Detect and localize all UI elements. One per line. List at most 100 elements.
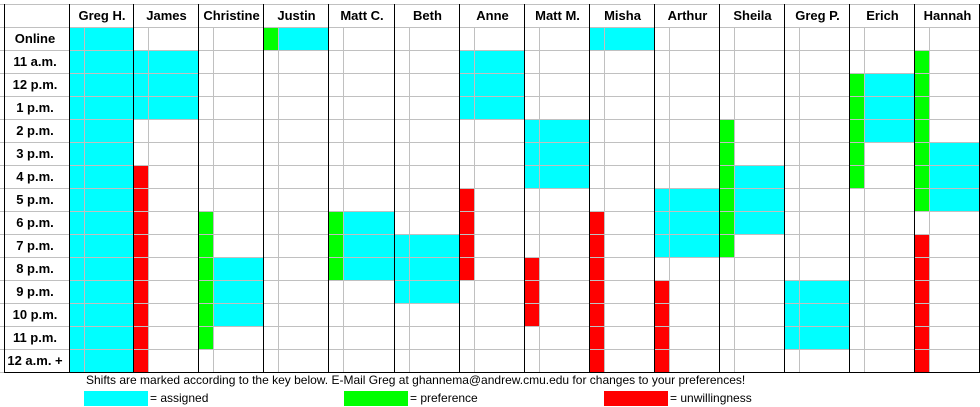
assigned-cell[interactable] [134, 96, 199, 119]
assigned-cell[interactable] [70, 188, 134, 211]
unwillingness-cell[interactable] [590, 211, 605, 234]
unwillingness-cell[interactable] [590, 326, 605, 349]
preference-cell[interactable] [850, 165, 865, 188]
assigned-cell[interactable] [930, 142, 980, 165]
preference-cell[interactable] [199, 257, 214, 280]
unwillingness-cell[interactable] [134, 165, 149, 188]
unwillingness-cell[interactable] [134, 188, 149, 211]
unwillingness-cell[interactable] [460, 211, 475, 234]
assigned-cell[interactable] [930, 188, 980, 211]
preference-cell[interactable] [720, 119, 735, 142]
unwillingness-cell[interactable] [590, 280, 605, 303]
column-header[interactable]: Matt M. [535, 8, 580, 23]
assigned-cell[interactable] [70, 27, 134, 50]
unwillingness-cell[interactable] [915, 303, 930, 326]
preference-cell[interactable] [720, 234, 735, 257]
unwillingness-cell[interactable] [460, 234, 475, 257]
preference-cell[interactable] [720, 165, 735, 188]
unwillingness-cell[interactable] [525, 257, 540, 280]
preference-cell[interactable] [199, 234, 214, 257]
unwillingness-cell[interactable] [134, 303, 149, 326]
column-header[interactable]: Beth [413, 8, 442, 23]
unwillingness-cell[interactable] [655, 280, 670, 303]
assigned-cell[interactable] [930, 165, 980, 188]
column-header[interactable]: Greg P. [795, 8, 840, 23]
preference-cell[interactable] [720, 211, 735, 234]
unwillingness-cell[interactable] [915, 349, 930, 372]
preference-cell[interactable] [915, 119, 930, 142]
preference-cell[interactable] [199, 211, 214, 234]
assigned-cell[interactable] [70, 211, 134, 234]
unwillingness-cell[interactable] [590, 257, 605, 280]
unwillingness-cell[interactable] [134, 349, 149, 372]
column-header[interactable]: Justin [277, 8, 316, 23]
assigned-cell[interactable] [70, 96, 134, 119]
preference-cell[interactable] [720, 142, 735, 165]
assigned-cell[interactable] [785, 303, 850, 326]
column-header[interactable]: Erich [866, 8, 899, 23]
unwillingness-cell[interactable] [525, 280, 540, 303]
column-header[interactable]: Matt C. [340, 8, 384, 23]
preference-cell[interactable] [329, 257, 344, 280]
assigned-cell[interactable] [460, 73, 525, 96]
preference-cell[interactable] [915, 73, 930, 96]
unwillingness-cell[interactable] [134, 257, 149, 280]
assigned-cell[interactable] [655, 234, 720, 257]
preference-cell[interactable] [915, 165, 930, 188]
unwillingness-cell[interactable] [590, 303, 605, 326]
unwillingness-cell[interactable] [590, 349, 605, 372]
assigned-cell[interactable] [70, 165, 134, 188]
column-header[interactable]: Misha [604, 8, 641, 23]
assigned-cell[interactable] [214, 280, 264, 303]
unwillingness-cell[interactable] [460, 257, 475, 280]
preference-cell[interactable] [915, 96, 930, 119]
preference-cell[interactable] [199, 280, 214, 303]
unwillingness-cell[interactable] [655, 326, 670, 349]
assigned-cell[interactable] [70, 326, 134, 349]
unwillingness-cell[interactable] [460, 188, 475, 211]
assigned-cell[interactable] [590, 27, 655, 50]
unwillingness-cell[interactable] [915, 326, 930, 349]
preference-cell[interactable] [264, 27, 279, 50]
preference-cell[interactable] [850, 96, 865, 119]
assigned-cell[interactable] [70, 73, 134, 96]
assigned-cell[interactable] [865, 119, 915, 142]
assigned-cell[interactable] [70, 349, 134, 372]
assigned-cell[interactable] [214, 257, 264, 280]
assigned-cell[interactable] [70, 119, 134, 142]
assigned-cell[interactable] [525, 119, 590, 142]
preference-cell[interactable] [850, 73, 865, 96]
assigned-cell[interactable] [134, 50, 199, 73]
assigned-cell[interactable] [70, 257, 134, 280]
column-header[interactable]: Arthur [667, 8, 708, 23]
assigned-cell[interactable] [279, 27, 329, 50]
assigned-cell[interactable] [655, 211, 720, 234]
preference-cell[interactable] [915, 50, 930, 73]
assigned-cell[interactable] [70, 142, 134, 165]
unwillingness-cell[interactable] [134, 280, 149, 303]
assigned-cell[interactable] [735, 165, 785, 188]
assigned-cell[interactable] [525, 165, 590, 188]
assigned-cell[interactable] [70, 280, 134, 303]
unwillingness-cell[interactable] [915, 280, 930, 303]
unwillingness-cell[interactable] [134, 234, 149, 257]
column-header[interactable]: Sheila [733, 8, 772, 23]
preference-cell[interactable] [329, 211, 344, 234]
assigned-cell[interactable] [460, 50, 525, 73]
assigned-cell[interactable] [655, 188, 720, 211]
preference-cell[interactable] [720, 188, 735, 211]
assigned-cell[interactable] [395, 280, 460, 303]
preference-cell[interactable] [199, 303, 214, 326]
assigned-cell[interactable] [344, 257, 395, 280]
assigned-cell[interactable] [785, 280, 850, 303]
preference-cell[interactable] [915, 188, 930, 211]
assigned-cell[interactable] [735, 188, 785, 211]
assigned-cell[interactable] [525, 142, 590, 165]
preference-cell[interactable] [850, 119, 865, 142]
column-header[interactable]: Hannah [923, 8, 972, 23]
unwillingness-cell[interactable] [134, 211, 149, 234]
preference-cell[interactable] [329, 234, 344, 257]
assigned-cell[interactable] [395, 234, 460, 257]
column-header[interactable]: Christine [203, 8, 260, 23]
assigned-cell[interactable] [134, 73, 199, 96]
